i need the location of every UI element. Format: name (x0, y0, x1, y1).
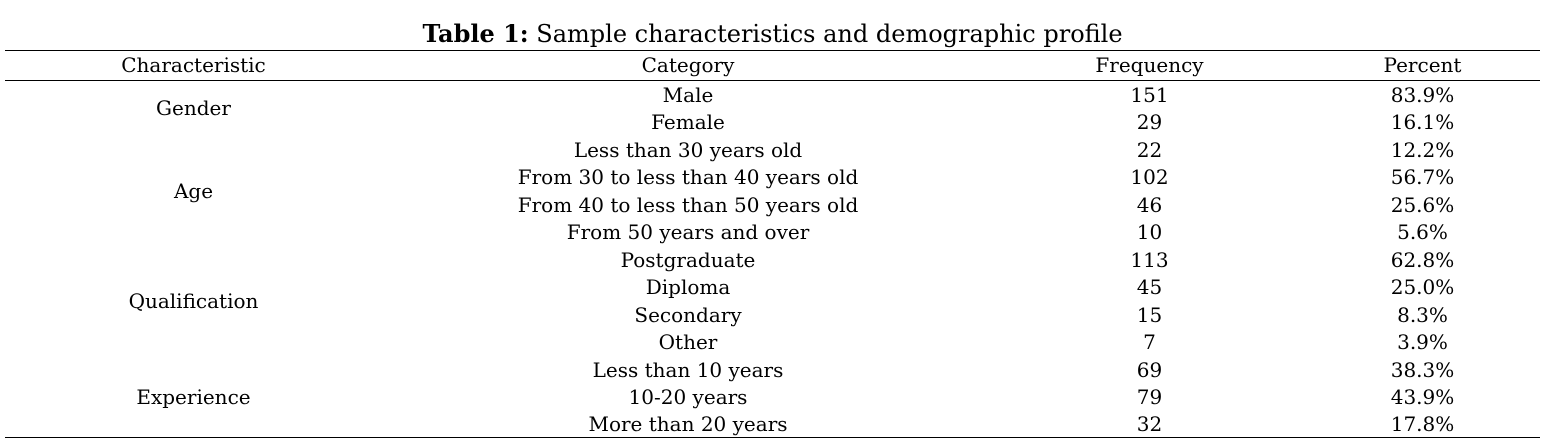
category-cell: Male (662, 83, 714, 107)
category-cell: Secondary (634, 302, 742, 327)
characteristic-cell: Age (173, 178, 214, 203)
frequency-cell: 22 (1136, 137, 1163, 162)
header-characteristic: Characteristic (121, 53, 266, 77)
percent-cell: 8.3% (1397, 302, 1448, 327)
percent-cell: 56.7% (1390, 165, 1455, 190)
table-caption-label: Table 1: (422, 19, 529, 48)
header-frequency: Frequency (1095, 53, 1204, 77)
header-rule (5, 80, 1540, 81)
percent-cell: 25.6% (1390, 192, 1455, 217)
category-cell: Other (658, 330, 718, 355)
frequency-cell: 15 (1136, 302, 1163, 327)
bottom-rule (5, 437, 1540, 438)
header-percent: Percent (1383, 53, 1462, 77)
frequency-cell: 46 (1136, 192, 1163, 217)
header-category: Category (641, 53, 735, 77)
top-rule (5, 50, 1540, 51)
category-cell: From 40 to less than 50 years old (517, 192, 859, 217)
percent-cell: 5.6% (1397, 220, 1448, 245)
percent-cell: 17.8% (1390, 412, 1455, 437)
frequency-cell: 113 (1130, 247, 1169, 272)
characteristic-cell: Experience (136, 384, 251, 409)
category-cell: Female (651, 110, 725, 135)
frequency-cell: 102 (1130, 165, 1169, 190)
frequency-cell: 10 (1136, 220, 1163, 245)
frequency-cell: 69 (1136, 357, 1163, 382)
percent-cell: 38.3% (1390, 357, 1455, 382)
percent-cell: 25.0% (1390, 275, 1455, 300)
category-cell: Postgraduate (620, 247, 756, 272)
percent-cell: 3.9% (1397, 330, 1448, 355)
table-caption-text: Sample characteristics and demographic p… (528, 20, 1123, 48)
table-caption: Table 1: Sample characteristics and demo… (0, 18, 1545, 50)
category-cell: 10-20 years (628, 384, 748, 409)
category-cell: Less than 30 years old (573, 137, 803, 162)
category-cell: From 30 to less than 40 years old (517, 165, 859, 190)
frequency-cell: 32 (1136, 412, 1163, 437)
percent-cell: 83.9% (1390, 83, 1455, 107)
characteristic-cell: Qualification (128, 288, 259, 313)
frequency-cell: 151 (1130, 83, 1169, 107)
characteristic-cell: Gender (156, 96, 231, 121)
percent-cell: 43.9% (1390, 384, 1455, 409)
category-cell: Diploma (645, 275, 731, 300)
percent-cell: 62.8% (1390, 247, 1455, 272)
frequency-cell: 79 (1136, 384, 1163, 409)
frequency-cell: 45 (1136, 275, 1163, 300)
percent-cell: 16.1% (1390, 110, 1455, 135)
percent-cell: 12.2% (1390, 137, 1455, 162)
frequency-cell: 7 (1143, 330, 1156, 355)
frequency-cell: 29 (1136, 110, 1163, 135)
category-cell: More than 20 years (588, 412, 788, 437)
category-cell: Less than 10 years (592, 357, 784, 382)
category-cell: From 50 years and over (566, 220, 810, 245)
